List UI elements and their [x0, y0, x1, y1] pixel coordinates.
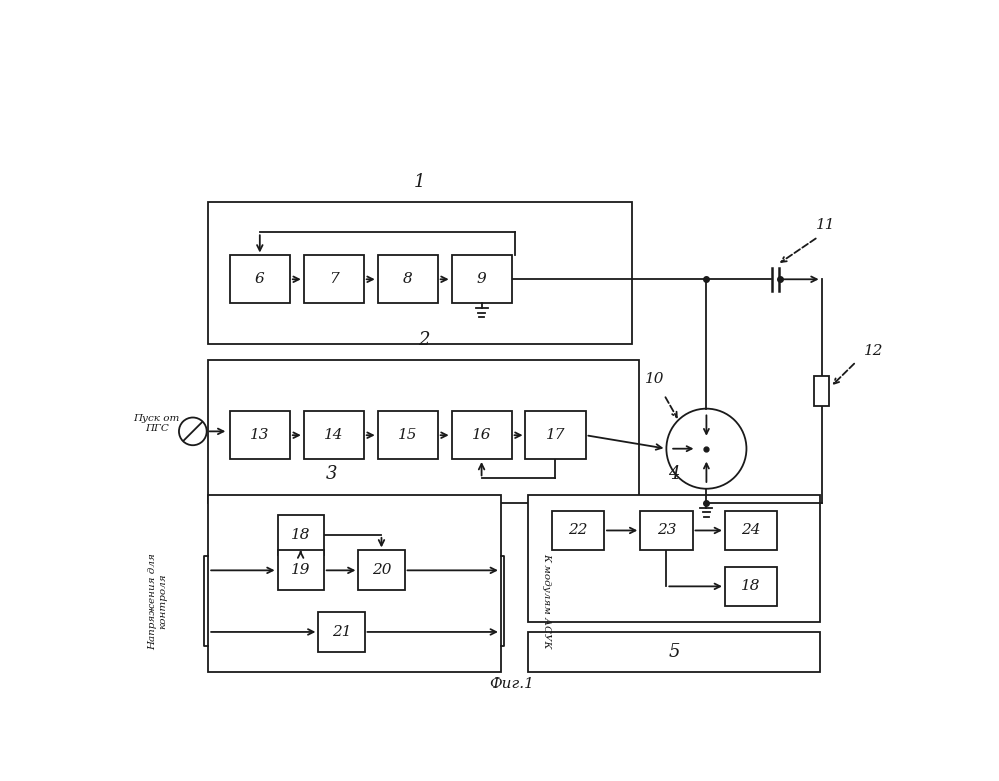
Text: 18: 18 [291, 528, 311, 542]
Text: 15: 15 [398, 428, 418, 442]
Text: 3: 3 [326, 465, 338, 483]
Bar [208, 495, 500, 672]
Text: Напряжения для
контроля: Напряжения для контроля [148, 553, 167, 650]
Text: 5: 5 [668, 643, 680, 661]
Text: 16: 16 [472, 428, 492, 442]
Text: 11: 11 [816, 218, 835, 231]
Text: 8: 8 [403, 273, 413, 287]
Bar [359, 551, 405, 590]
Text: 1: 1 [415, 173, 426, 191]
Bar [304, 255, 364, 303]
Text: 20: 20 [372, 563, 392, 577]
Bar [551, 512, 604, 550]
Bar [230, 255, 290, 303]
Bar [527, 495, 820, 622]
Bar [208, 202, 631, 344]
Text: 24: 24 [741, 523, 761, 537]
Text: К модулям АСУК: К модулям АСУК [541, 554, 550, 649]
Bar [527, 632, 820, 672]
Text: 23: 23 [656, 523, 676, 537]
Text: 13: 13 [250, 428, 270, 442]
Bar [725, 567, 777, 605]
Bar [725, 512, 777, 550]
Bar [814, 376, 829, 406]
Text: Фиг.1: Фиг.1 [490, 677, 534, 691]
Text: 9: 9 [477, 273, 487, 287]
Text: 19: 19 [291, 563, 311, 577]
Bar [230, 412, 290, 459]
Text: 17: 17 [545, 428, 565, 442]
Text: Пуск от
ПГС: Пуск от ПГС [134, 414, 180, 433]
Bar [208, 360, 639, 503]
Bar [304, 412, 364, 459]
Text: 12: 12 [864, 344, 883, 358]
Bar [452, 412, 511, 459]
Text: 14: 14 [324, 428, 344, 442]
Bar [278, 515, 324, 555]
Bar [319, 612, 365, 652]
Text: 18: 18 [741, 580, 761, 594]
Text: 22: 22 [568, 523, 587, 537]
Text: 2: 2 [418, 330, 430, 348]
Bar [278, 551, 324, 590]
Text: 21: 21 [332, 625, 352, 639]
Text: 6: 6 [255, 273, 265, 287]
Bar [452, 255, 511, 303]
Text: 4: 4 [668, 465, 680, 483]
Bar [525, 412, 585, 459]
Bar [378, 255, 438, 303]
Bar [378, 412, 438, 459]
Bar [640, 512, 692, 550]
Text: 7: 7 [329, 273, 339, 287]
Text: 10: 10 [645, 372, 664, 386]
